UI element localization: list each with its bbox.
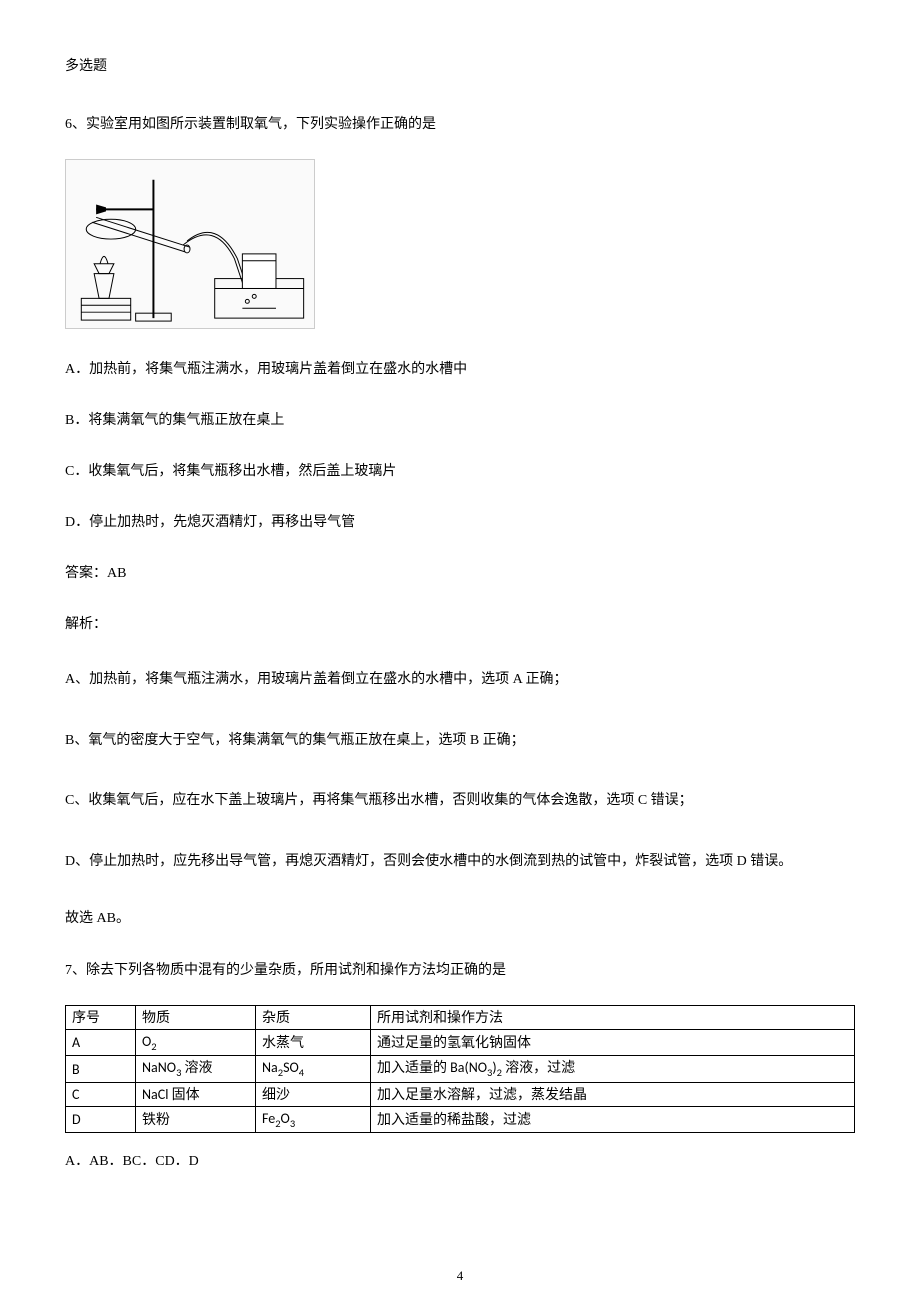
section-title: 多选题 bbox=[65, 56, 855, 77]
th-index: 序号 bbox=[66, 1005, 136, 1029]
q6-analysis-b: B、氧气的密度大于空气，将集满氧气的集气瓶正放在桌上，选项 B 正确； bbox=[65, 726, 855, 757]
cell-impurity: Fe2O3 bbox=[256, 1106, 371, 1133]
q6-option-c: C．收集氧气后，将集气瓶移出水槽，然后盖上玻璃片 bbox=[65, 461, 855, 482]
cell-impurity: 细沙 bbox=[256, 1082, 371, 1106]
cell-idx: B bbox=[66, 1056, 136, 1083]
q6-analysis-a: A、加热前，将集气瓶注满水，用玻璃片盖着倒立在盛水的水槽中，选项 A 正确； bbox=[65, 665, 855, 696]
cell-method: 加入适量的 Ba(NO3)2 溶液，过滤 bbox=[371, 1056, 855, 1083]
cell-substance: NaCl 固体 bbox=[136, 1082, 256, 1106]
table-row: A O2 水蒸气 通过足量的氢氧化钠固体 bbox=[66, 1029, 855, 1056]
cell-idx: D bbox=[66, 1106, 136, 1133]
table-row: B NaNO3 溶液 Na2SO4 加入适量的 Ba(NO3)2 溶液，过滤 bbox=[66, 1056, 855, 1083]
q7-prompt: 7、除去下列各物质中混有的少量杂质，所用试剂和操作方法均正确的是 bbox=[65, 959, 855, 983]
q6-conclusion: 故选 AB。 bbox=[65, 908, 855, 929]
cell-impurity: Na2SO4 bbox=[256, 1056, 371, 1083]
cell-substance: NaNO3 溶液 bbox=[136, 1056, 256, 1083]
cell-substance: 铁粉 bbox=[136, 1106, 256, 1133]
q7-options: A．AB．BC．CD．D bbox=[65, 1151, 855, 1172]
th-impurity: 杂质 bbox=[256, 1005, 371, 1029]
q6-analysis-d: D、停止加热时，应先移出导气管，再熄灭酒精灯，否则会使水槽中的水倒流到热的试管中… bbox=[65, 847, 855, 878]
q6-option-a: A．加热前，将集气瓶注满水，用玻璃片盖着倒立在盛水的水槽中 bbox=[65, 359, 855, 380]
cell-idx: A bbox=[66, 1029, 136, 1056]
table-row: D 铁粉 Fe2O3 加入适量的稀盐酸，过滤 bbox=[66, 1106, 855, 1133]
th-method: 所用试剂和操作方法 bbox=[371, 1005, 855, 1029]
cell-method: 加入适量的稀盐酸，过滤 bbox=[371, 1106, 855, 1133]
q6-analysis-c: C、收集氧气后，应在水下盖上玻璃片，再将集气瓶移出水槽，否则收集的气体会逸散，选… bbox=[65, 786, 855, 817]
th-substance: 物质 bbox=[136, 1005, 256, 1029]
q7-table: 序号 物质 杂质 所用试剂和操作方法 A O2 水蒸气 通过足量的氢氧化钠固体 … bbox=[65, 1005, 855, 1134]
cell-idx: C bbox=[66, 1082, 136, 1106]
table-row: C NaCl 固体 细沙 加入足量水溶解，过滤，蒸发结晶 bbox=[66, 1082, 855, 1106]
table-header-row: 序号 物质 杂质 所用试剂和操作方法 bbox=[66, 1005, 855, 1029]
cell-impurity: 水蒸气 bbox=[256, 1029, 371, 1056]
apparatus-diagram-svg bbox=[66, 160, 314, 328]
q6-answer: 答案：AB bbox=[65, 563, 855, 584]
cell-method: 通过足量的氢氧化钠固体 bbox=[371, 1029, 855, 1056]
q6-option-b: B．将集满氧气的集气瓶正放在桌上 bbox=[65, 410, 855, 431]
cell-substance: O2 bbox=[136, 1029, 256, 1056]
cell-method: 加入足量水溶解，过滤，蒸发结晶 bbox=[371, 1082, 855, 1106]
q6-prompt: 6、实验室用如图所示装置制取氧气，下列实验操作正确的是 bbox=[65, 113, 855, 137]
page-number: 4 bbox=[0, 1266, 920, 1286]
q6-apparatus-figure bbox=[65, 159, 315, 329]
q6-analysis-label: 解析： bbox=[65, 614, 855, 635]
q6-option-d: D．停止加热时，先熄灭酒精灯，再移出导气管 bbox=[65, 512, 855, 533]
